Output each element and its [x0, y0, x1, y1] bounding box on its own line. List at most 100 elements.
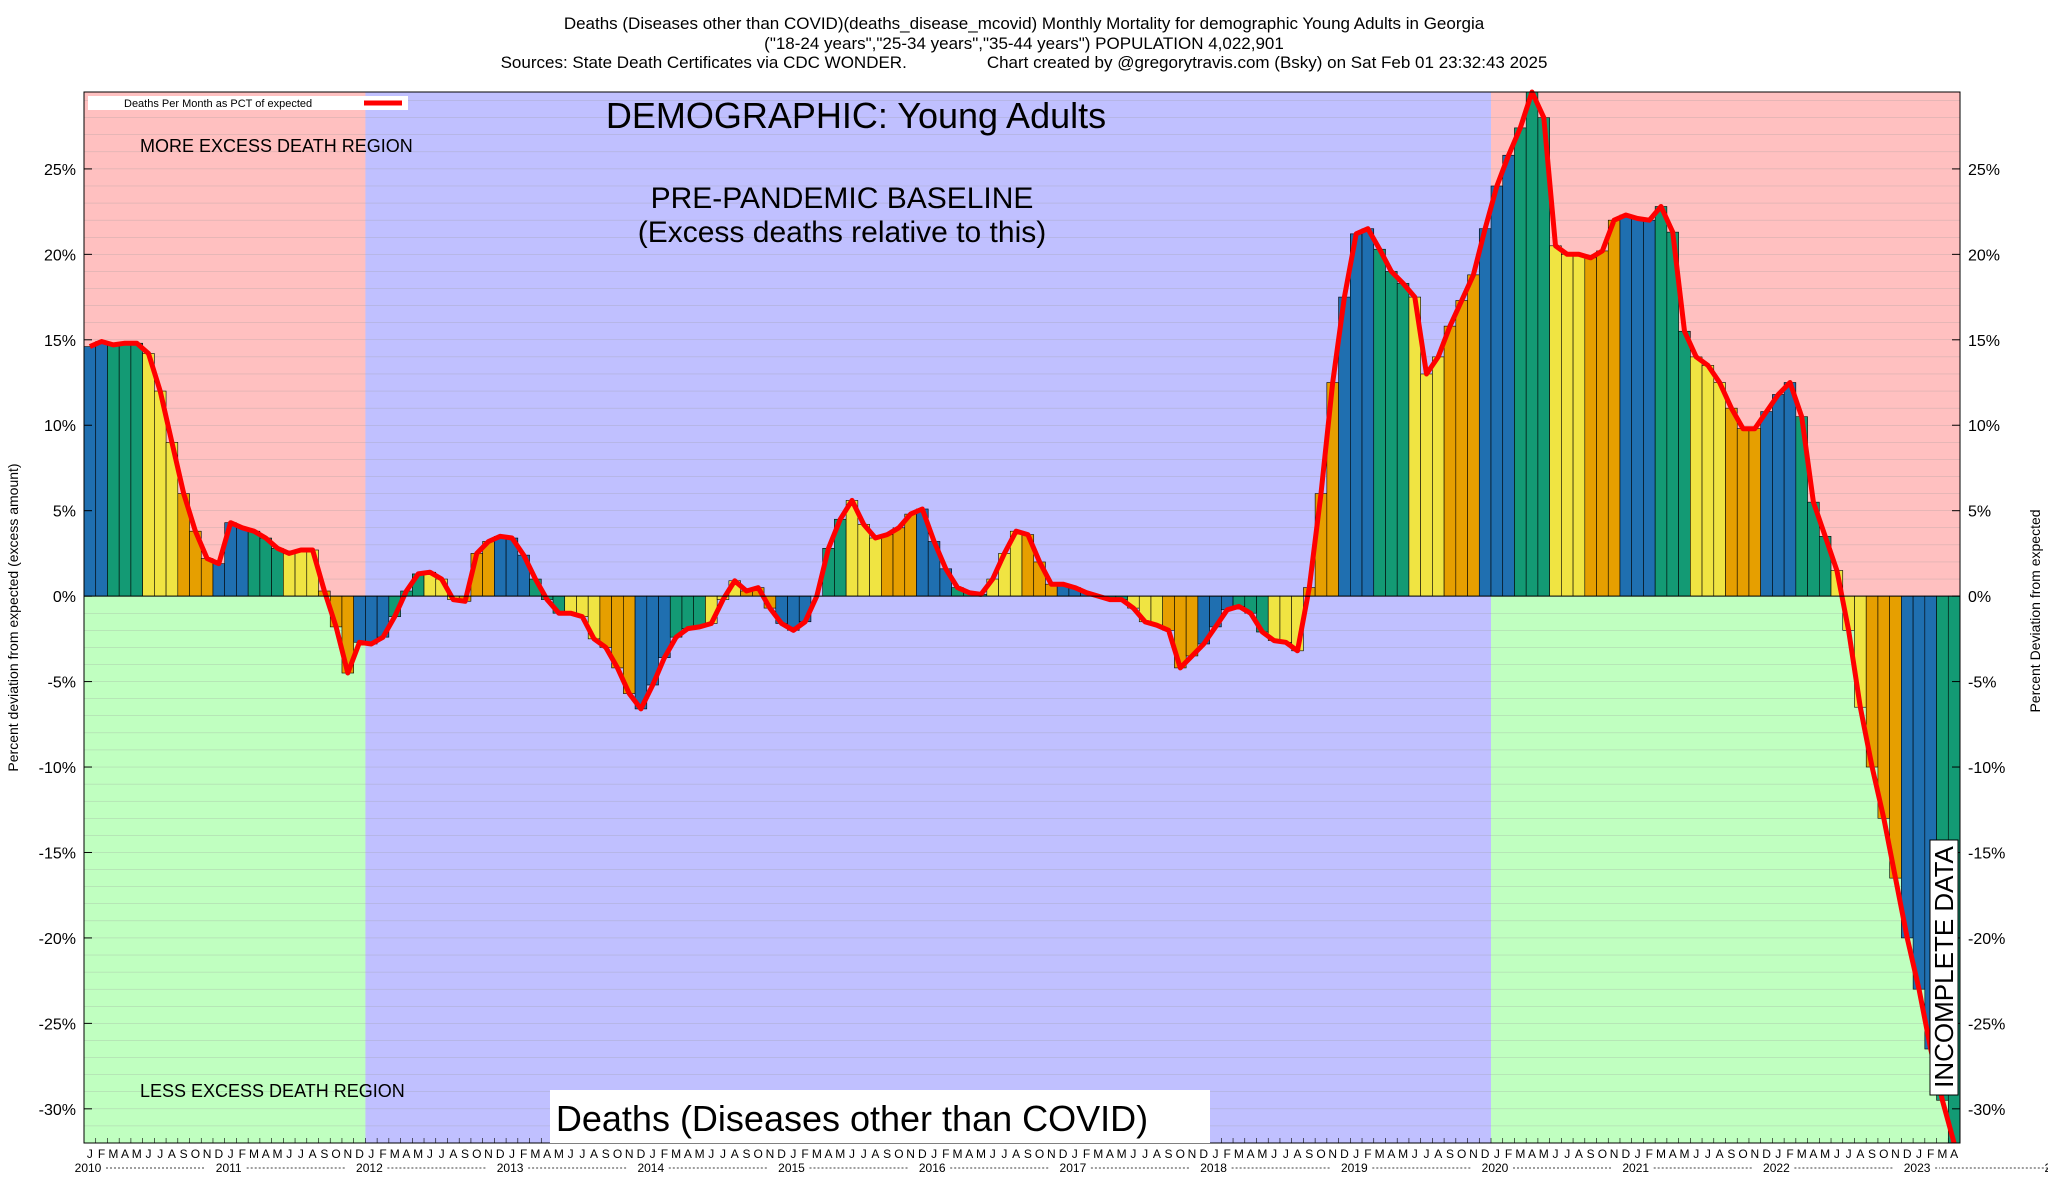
x-month-label: F — [239, 1147, 246, 1161]
x-month-label: A — [1153, 1147, 1161, 1161]
bar-102 — [1279, 595, 1292, 643]
x-month-label: A — [1669, 1147, 1677, 1161]
y-tick-label-right: 10% — [1968, 418, 2000, 435]
bar-16 — [271, 547, 284, 597]
x-month-label: M — [530, 1147, 540, 1161]
x-month-label: D — [355, 1147, 364, 1161]
x-month-label: N — [766, 1147, 775, 1161]
bar-115 — [1432, 356, 1445, 597]
x-month-label: N — [343, 1147, 352, 1161]
x-month-label: J — [1693, 1147, 1699, 1161]
x-month-label: F — [661, 1147, 668, 1161]
more-excess-label: MORE EXCESS DEATH REGION — [140, 136, 413, 156]
x-month-label: M — [1398, 1147, 1408, 1161]
less-excess-label: LESS EXCESS DEATH REGION — [140, 1081, 405, 1101]
x-month-label: F — [942, 1147, 949, 1161]
y-tick-label-right: -30% — [1968, 1102, 2005, 1119]
incomplete-label-box — [1929, 839, 1959, 1096]
x-month-label: M — [1093, 1147, 1103, 1161]
x-month-label: S — [1727, 1147, 1735, 1161]
x-month-label: M — [1515, 1147, 1525, 1161]
bar-13 — [236, 527, 249, 597]
y-tick-label-left: 15% — [44, 333, 76, 350]
y-tick-label-left: 5% — [53, 504, 76, 521]
x-month-label: J — [1635, 1147, 1641, 1161]
x-month-label: F — [1786, 1147, 1793, 1161]
cause-label: Deaths (Diseases other than COVID) — [556, 1098, 1148, 1139]
bar-41 — [564, 595, 577, 614]
x-month-label: O — [331, 1147, 340, 1161]
x-month-label: O — [1457, 1147, 1466, 1161]
y-tick-label-right: 0% — [1968, 589, 1991, 606]
bar-47 — [634, 595, 648, 710]
x-month-label: J — [720, 1147, 726, 1161]
bar-109 — [1361, 228, 1375, 597]
x-month-label: J — [1283, 1147, 1289, 1161]
x-month-label: N — [1047, 1147, 1056, 1161]
y-tick-label-left: 25% — [44, 162, 76, 179]
y-tick-label-right: -15% — [1968, 845, 2005, 862]
x-month-label: M — [835, 1147, 845, 1161]
x-month-label: J — [849, 1147, 855, 1161]
x-month-label: J — [1001, 1147, 1007, 1161]
x-month-label: M — [812, 1147, 822, 1161]
x-month-label: N — [484, 1147, 493, 1161]
x-month-label: F — [1364, 1147, 1371, 1161]
x-month-label: M — [671, 1147, 681, 1161]
y-tick-label-left: -10% — [39, 760, 76, 777]
bar-111 — [1385, 271, 1398, 597]
x-month-label: D — [1059, 1147, 1068, 1161]
x-month-label: A — [1106, 1147, 1114, 1161]
x-month-label: A — [1716, 1147, 1724, 1161]
x-month-label: O — [1035, 1147, 1044, 1161]
bar-51 — [681, 595, 694, 629]
x-month-label: O — [613, 1147, 622, 1161]
x-month-label: A — [684, 1147, 692, 1161]
bar-92 — [1162, 595, 1175, 631]
x-month-label: M — [1656, 1147, 1666, 1161]
x-month-label: M — [554, 1147, 564, 1161]
x-month-label: F — [1646, 1147, 1653, 1161]
x-month-label: N — [625, 1147, 634, 1161]
x-month-label: A — [543, 1147, 551, 1161]
x-month-label: S — [1587, 1147, 1595, 1161]
x-month-label: A — [121, 1147, 129, 1161]
x-month-label: O — [1598, 1147, 1607, 1161]
x-month-label: A — [449, 1147, 457, 1161]
x-month-label: J — [1130, 1147, 1136, 1161]
x-month-label: J — [1412, 1147, 1418, 1161]
x-month-label: S — [1868, 1147, 1876, 1161]
y-tick-label-left: -15% — [39, 845, 76, 862]
x-month-label: A — [871, 1147, 879, 1161]
x-month-label: N — [1750, 1147, 1759, 1161]
chart-sources-line: Sources: State Death Certificates via CD… — [0, 53, 2048, 73]
x-month-label: F — [98, 1147, 105, 1161]
x-year-label: 2017 — [1060, 1161, 1087, 1175]
bar-1 — [95, 341, 108, 597]
x-year-label: 2012 — [356, 1161, 383, 1175]
x-month-label: N — [906, 1147, 915, 1161]
y-tick-label-right: 5% — [1968, 504, 1991, 521]
bar-114 — [1420, 373, 1433, 597]
bar-10 — [200, 558, 214, 597]
x-year-label: 2016 — [919, 1161, 946, 1175]
demographic-label: DEMOGRAPHIC: Young Adults — [606, 95, 1106, 136]
x-month-label: M — [1820, 1147, 1830, 1161]
x-month-label: O — [472, 1147, 481, 1161]
bar-127 — [1572, 254, 1586, 597]
x-month-label: S — [1165, 1147, 1173, 1161]
x-month-label: O — [754, 1147, 763, 1161]
x-month-label: M — [1234, 1147, 1244, 1161]
x-month-label: O — [1879, 1147, 1888, 1161]
baseline-label-2: (Excess deaths relative to this) — [638, 216, 1047, 249]
x-year-label: 2022 — [1763, 1161, 1790, 1175]
legend-label: Deaths Per Month as PCT of expected — [124, 98, 312, 110]
incomplete-label: INCOMPLETE DATA — [1929, 845, 1959, 1087]
x-month-label: D — [1340, 1147, 1349, 1161]
bar-14 — [247, 530, 261, 597]
bar-4 — [130, 342, 143, 597]
x-month-label: N — [1469, 1147, 1478, 1161]
x-month-label: J — [650, 1147, 656, 1161]
x-month-label: D — [496, 1147, 505, 1161]
